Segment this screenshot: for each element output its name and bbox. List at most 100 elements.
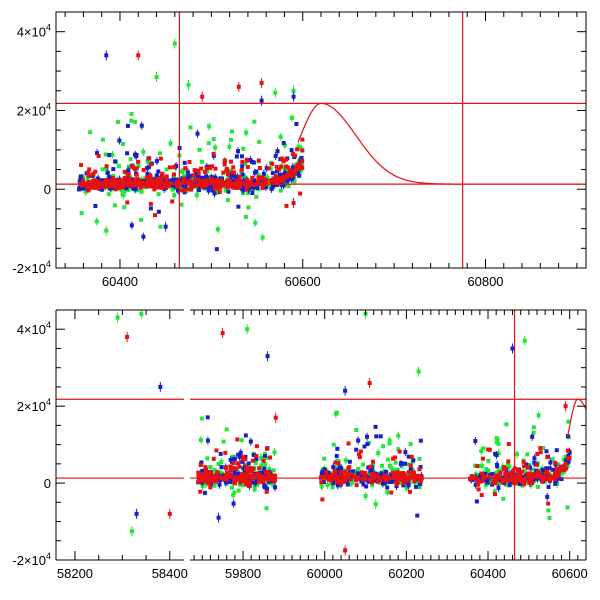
data-point-red (291, 201, 296, 206)
data-point-red (284, 157, 289, 162)
data-point-red (122, 169, 127, 174)
data-point-red (356, 452, 361, 457)
data-point-red (237, 174, 242, 179)
data-point-red (228, 474, 233, 479)
data-point-red (213, 479, 218, 484)
data-point-red (182, 178, 187, 183)
data-point-blue (214, 247, 219, 252)
data-point-blue (200, 468, 205, 473)
data-point-green (378, 480, 383, 485)
data-point-blue (399, 461, 404, 466)
data-point-blue (198, 175, 203, 180)
data-point-red (394, 479, 399, 484)
data-point-blue (95, 151, 100, 156)
data-point-red (525, 465, 530, 470)
data-point-red (264, 489, 269, 494)
data-point-blue (296, 171, 301, 176)
data-point-blue (270, 184, 275, 189)
data-point-blue (240, 172, 245, 177)
data-point-green (514, 452, 519, 457)
data-point-blue (134, 511, 139, 516)
data-point-blue (174, 164, 179, 169)
data-point-blue (289, 148, 294, 153)
data-point-green (104, 228, 109, 233)
data-point-red (257, 479, 262, 484)
data-point-red (490, 480, 495, 485)
data-point-blue (389, 479, 394, 484)
data-point-red (479, 493, 484, 498)
data-point-red (338, 470, 343, 475)
data-point-green (211, 137, 216, 142)
data-point-green (219, 459, 224, 464)
data-point-red (256, 472, 261, 477)
data-point-red (227, 178, 232, 183)
data-point-green (291, 88, 296, 93)
data-point-red (275, 181, 280, 186)
data-point-red (104, 164, 109, 169)
data-point-red (202, 183, 207, 188)
data-point-red (195, 183, 200, 188)
data-point-green (272, 450, 277, 455)
data-point-green (243, 161, 248, 166)
data-point-red (417, 467, 422, 472)
data-point-red (225, 179, 230, 184)
data-point-red (122, 176, 127, 181)
data-point-blue (366, 465, 371, 470)
data-point-green (523, 469, 528, 474)
data-point-red (246, 471, 251, 476)
data-point-red (358, 449, 363, 454)
plot-frame (55, 11, 587, 269)
data-point-green (319, 484, 324, 489)
data-point-blue (202, 490, 207, 495)
data-point-red (153, 179, 158, 184)
data-point-red (185, 180, 190, 185)
data-point-red (342, 478, 347, 483)
data-point-blue (259, 98, 264, 103)
data-point-green (139, 217, 144, 222)
data-point-green (526, 463, 531, 468)
data-point-red (249, 476, 254, 481)
data-point-red (480, 456, 485, 461)
data-point-blue (186, 174, 191, 179)
data-point-red (239, 477, 244, 482)
data-point-red (357, 455, 362, 460)
data-point-green (172, 41, 177, 46)
data-point-red (231, 460, 236, 465)
data-point-green (198, 437, 203, 442)
y-tick-label: 4×104 (17, 23, 51, 40)
data-point-blue (364, 434, 369, 439)
data-point-green (370, 483, 375, 488)
data-point-red (324, 470, 329, 475)
data-point-red (295, 147, 300, 152)
data-point-red (476, 487, 481, 492)
data-point-blue (240, 459, 245, 464)
data-point-green (157, 151, 162, 156)
data-point-red (215, 470, 220, 475)
data-point-blue (193, 171, 198, 176)
data-point-blue (228, 477, 233, 482)
data-point-green (116, 164, 121, 169)
data-point-blue (117, 138, 122, 143)
data-point-red (252, 183, 257, 188)
data-point-green (483, 482, 488, 487)
data-point-red (239, 167, 244, 172)
data-point-green (136, 163, 141, 168)
data-point-blue (411, 458, 416, 463)
data-point-red (148, 173, 153, 178)
data-point-blue (546, 484, 551, 489)
data-point-blue (181, 183, 186, 188)
data-point-red (207, 481, 212, 486)
data-point-red (254, 453, 259, 458)
data-point-red (222, 162, 227, 167)
data-point-blue (319, 471, 324, 476)
data-point-red (228, 184, 233, 189)
data-point-red (504, 466, 509, 471)
data-point-blue (232, 470, 237, 475)
data-point-blue (362, 444, 367, 449)
y-tick-label: 2×104 (17, 101, 51, 118)
data-point-red (260, 176, 265, 181)
y-tick-label-mantissa: 0 (44, 476, 51, 491)
y-tick-label-exponent: 4 (46, 320, 51, 330)
data-point-green (197, 147, 202, 152)
data-point-red (214, 448, 219, 453)
